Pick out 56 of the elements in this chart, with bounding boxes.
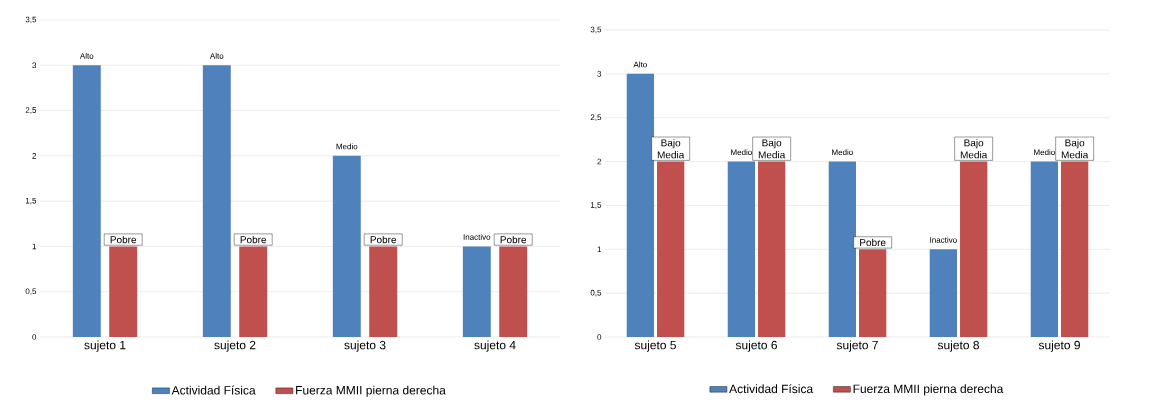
y-tick-label: 1 [597,246,602,253]
bar [929,249,957,337]
bar [1030,161,1058,337]
data-label: Bajo Media [1061,139,1089,159]
y-tick-label: 3 [32,62,37,69]
data-label: Alto [633,61,647,68]
y-tick-label: 1,5 [590,202,602,209]
data-label: Pobre [370,235,397,244]
y-tick-label: 3,5 [25,16,37,24]
bar [626,73,654,337]
x-tick-label: sujeto 3 [344,340,386,352]
data-label: Bajo Media [657,139,685,159]
data-label: Medio [336,143,358,150]
x-tick-label: sujeto 5 [634,340,676,352]
y-tick-label: 0 [32,334,37,340]
bar [72,65,101,337]
data-label: Pobre [240,235,267,244]
y-tick-label: 3 [597,71,602,77]
x-tick-label: sujeto 7 [836,340,878,352]
bar [202,65,231,337]
data-label: Alto [209,52,224,59]
x-tick-label: sujeto 9 [1038,340,1080,352]
data-label: Bajo Media [758,139,786,159]
y-tick-label: 3,5 [590,26,602,34]
data-label: Pobre [500,235,527,244]
data-label: Medio [731,149,752,156]
legend-label: Fuerza MMII pierna derecha [296,385,446,397]
bar [332,155,361,337]
y-tick-label: 0 [597,334,602,340]
legend-label: Actividad Física [171,385,256,395]
x-tick-label: sujeto 8 [937,340,979,352]
y-tick-label: 0,5 [590,289,602,297]
bar [462,246,491,337]
bar [727,161,755,337]
data-label: Bajo Media [960,139,988,159]
data-label: Inactivo [930,236,957,243]
y-tick-label: 0,5 [25,288,37,296]
data-label: Alto [79,52,94,59]
bar [828,161,856,337]
data-label: Pobre [110,235,137,244]
y-tick-label: 2,5 [25,107,37,114]
data-label: Medio [832,149,853,156]
x-tick-label: sujeto 2 [214,340,256,352]
legend-label: Actividad Física [729,384,814,394]
data-label: Pobre [860,238,886,247]
y-tick-label: 2 [597,158,602,165]
x-tick-label: sujeto 6 [735,340,777,352]
y-tick-label: 1 [32,243,37,250]
x-tick-label: sujeto 1 [84,340,126,352]
legend-label: Fuerza MMII pierna derecha [853,384,1004,396]
y-tick-label: 2,5 [590,114,602,122]
y-tick-label: 1,5 [25,197,37,205]
data-label: Medio [1034,149,1055,156]
y-tick-label: 2 [32,153,37,159]
x-tick-label: sujeto 4 [474,340,516,352]
data-label: Inactivo [463,234,491,240]
